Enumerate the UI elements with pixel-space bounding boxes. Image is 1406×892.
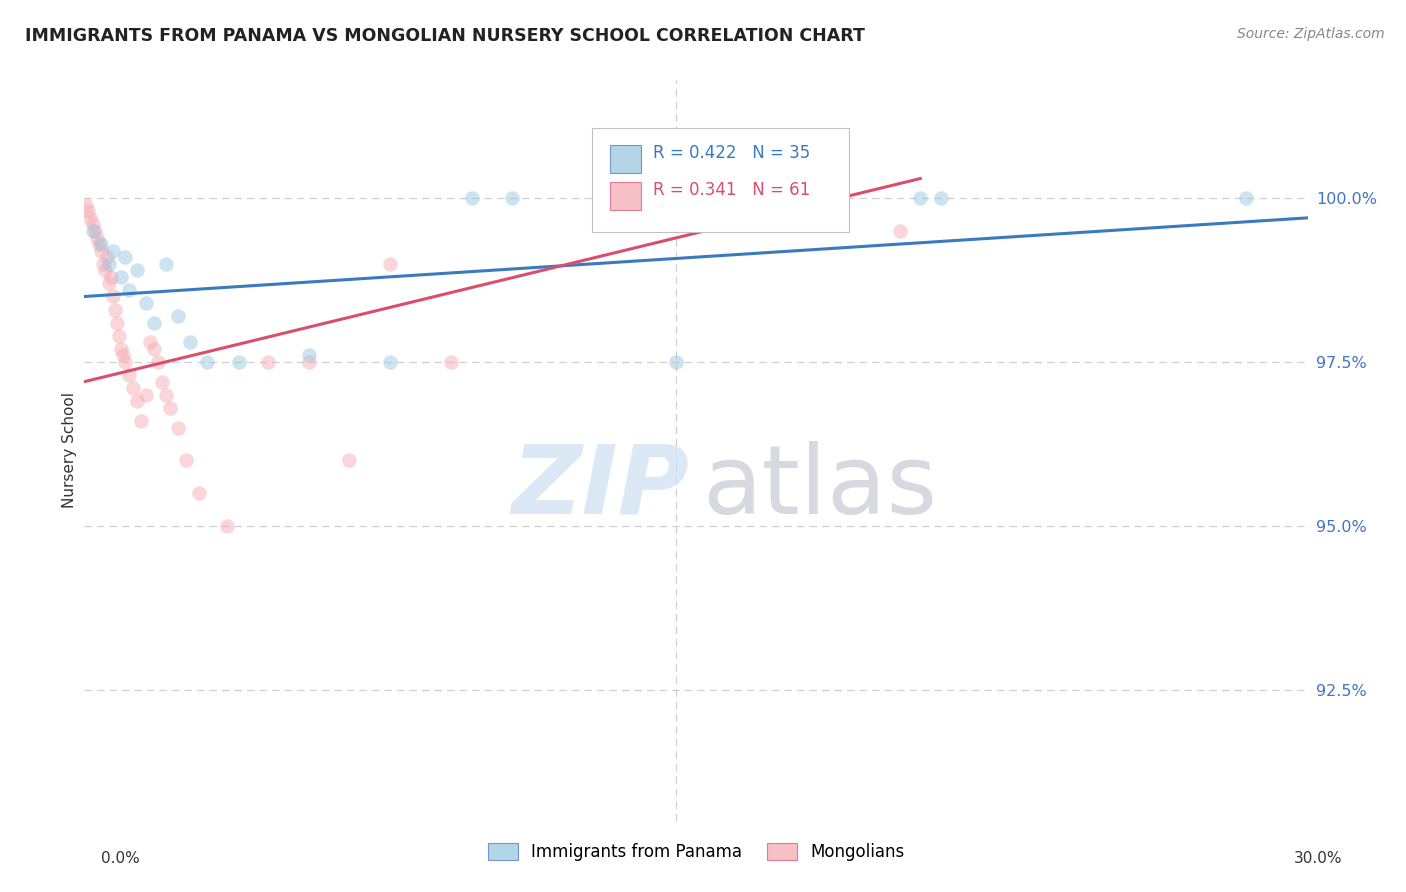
Point — [298, 348, 321, 362]
Point — [179, 335, 201, 350]
Text: Source: ZipAtlas.com: Source: ZipAtlas.com — [1237, 27, 1385, 41]
Point — [101, 244, 124, 258]
Point — [155, 257, 177, 271]
Point — [110, 269, 132, 284]
Point — [174, 453, 197, 467]
Point — [87, 237, 110, 252]
Text: R = 0.341   N = 61: R = 0.341 N = 61 — [654, 181, 810, 199]
Point — [257, 355, 280, 369]
Point — [146, 355, 169, 369]
Point — [127, 394, 149, 409]
Point — [889, 224, 911, 238]
Point — [142, 342, 165, 356]
Point — [97, 277, 120, 291]
FancyBboxPatch shape — [592, 128, 849, 232]
Point — [155, 388, 177, 402]
Point — [100, 269, 122, 284]
Text: atlas: atlas — [702, 441, 938, 534]
Point — [135, 296, 157, 310]
Point — [122, 381, 145, 395]
Point — [135, 388, 157, 402]
Point — [167, 309, 190, 323]
Point — [118, 368, 141, 383]
Point — [167, 420, 190, 434]
Point — [339, 453, 361, 467]
Point — [150, 375, 173, 389]
FancyBboxPatch shape — [610, 182, 641, 210]
Point — [114, 355, 136, 369]
Point — [90, 244, 112, 258]
Point — [187, 486, 209, 500]
Point — [82, 224, 104, 238]
Point — [112, 348, 135, 362]
Point — [93, 263, 115, 277]
Text: IMMIGRANTS FROM PANAMA VS MONGOLIAN NURSERY SCHOOL CORRELATION CHART: IMMIGRANTS FROM PANAMA VS MONGOLIAN NURS… — [25, 27, 865, 45]
Legend: Immigrants from Panama, Mongolians: Immigrants from Panama, Mongolians — [481, 837, 911, 868]
Point — [380, 257, 402, 271]
Point — [380, 355, 402, 369]
Point — [228, 355, 250, 369]
Text: ZIP: ZIP — [512, 441, 690, 534]
Point — [75, 198, 97, 212]
Point — [142, 316, 165, 330]
FancyBboxPatch shape — [610, 145, 641, 173]
Point — [97, 257, 120, 271]
Point — [79, 211, 101, 225]
Point — [127, 263, 149, 277]
Point — [665, 355, 688, 369]
Text: 30.0%: 30.0% — [1295, 851, 1343, 865]
Point — [298, 355, 321, 369]
Point — [929, 191, 952, 205]
Point — [910, 191, 932, 205]
Y-axis label: Nursery School: Nursery School — [62, 392, 77, 508]
Point — [83, 224, 105, 238]
Point — [101, 289, 124, 303]
Point — [195, 355, 218, 369]
Point — [104, 302, 127, 317]
Point — [91, 257, 114, 271]
Point — [440, 355, 463, 369]
Point — [77, 204, 100, 219]
Point — [114, 250, 136, 264]
Point — [217, 518, 239, 533]
Point — [131, 414, 153, 428]
Point — [82, 218, 104, 232]
Point — [90, 237, 112, 252]
Text: R = 0.422   N = 35: R = 0.422 N = 35 — [654, 144, 810, 161]
Point — [86, 230, 108, 244]
Point — [502, 191, 524, 205]
Point — [110, 342, 132, 356]
Point — [1236, 191, 1258, 205]
Point — [159, 401, 181, 415]
Point — [105, 316, 128, 330]
Point — [96, 250, 118, 264]
Text: 0.0%: 0.0% — [101, 851, 141, 865]
Point — [118, 283, 141, 297]
Point — [108, 328, 131, 343]
Point — [138, 335, 160, 350]
Point — [461, 191, 484, 205]
